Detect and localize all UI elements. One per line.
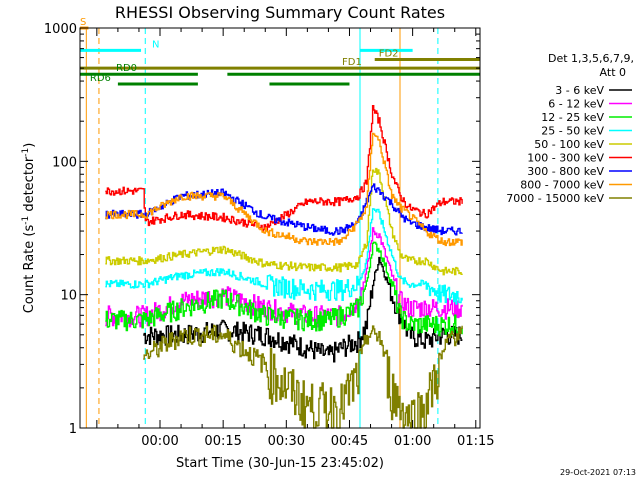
chart-title: RHESSI Observing Summary Count Rates [115, 3, 445, 22]
state-label-s: S [80, 17, 86, 28]
series-line [105, 105, 463, 232]
state-label-rd6: RD6 [90, 73, 111, 84]
y-axis-label-sup2: -1 [21, 148, 31, 157]
axes: 1 10 100 1000 00:00 00:15 00:30 00:45 01:00 01:15 [44, 22, 495, 449]
timestamp: 29-Oct-2021 07:13 [560, 468, 636, 477]
y-tick-label: 1000 [44, 22, 77, 37]
x-tick-label: 00:30 [268, 434, 305, 449]
legend-label: 3 - 6 keV [555, 84, 604, 97]
x-tick-label: 01:15 [457, 434, 494, 449]
y-axis-label-sup1: -1 [21, 216, 31, 225]
y-axis-label-main: Count Rate (s [22, 225, 37, 314]
series-line [105, 167, 463, 276]
state-label-fd1: FD1 [342, 57, 362, 68]
y-axis-label-end: ) [22, 143, 37, 148]
y-axis-label-mid: detector [22, 156, 37, 216]
x-axis-label: Start Time (30-Jun-15 23:45:02) [176, 456, 384, 471]
legend-label: 50 - 100 keV [534, 138, 604, 151]
legend-header-detectors: Det 1,3,5,6,7,9, [548, 52, 634, 65]
x-tick-label: 00:00 [141, 434, 178, 449]
legend-label: 300 - 800 keV [527, 165, 604, 178]
series-line [105, 241, 463, 337]
series-line [105, 132, 463, 247]
x-tick-label: 00:45 [331, 434, 368, 449]
series-layer [105, 105, 463, 429]
y-tick-label: 10 [60, 289, 77, 304]
legend-label: 6 - 12 keV [548, 98, 604, 111]
x-tick-label: 01:00 [394, 434, 431, 449]
legend-label: 7000 - 15000 keV [506, 192, 604, 205]
series-line [105, 208, 463, 305]
series-line [143, 324, 463, 429]
state-bars: S N FD1 FD2 RD0 RD6 [80, 17, 480, 86]
state-label-fd2: FD2 [379, 49, 399, 60]
legend-label: 100 - 300 keV [527, 152, 604, 165]
legend-label: 800 - 7000 keV [520, 179, 604, 192]
state-label-rd0: RD0 [116, 63, 137, 74]
legend-header-attenuator: Att 0 [600, 66, 626, 79]
y-tick-label: 1 [69, 422, 77, 437]
x-tick-label: 00:15 [204, 434, 241, 449]
legend-label: 12 - 25 keV [541, 111, 604, 124]
y-tick-label: 100 [52, 155, 77, 170]
series-line [105, 227, 463, 328]
y-axis-label: Count Rate (s-1 detector-1) [21, 143, 37, 314]
plot-frame [79, 27, 481, 429]
state-label-n: N [152, 39, 159, 50]
legend-label: 25 - 50 keV [541, 125, 604, 138]
